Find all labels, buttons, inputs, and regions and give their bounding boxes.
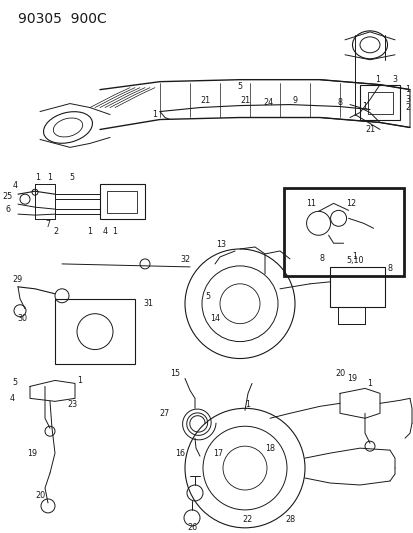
Text: 4: 4: [12, 181, 17, 190]
Text: 5: 5: [237, 82, 242, 91]
Bar: [55, 299, 135, 364]
Text: 2: 2: [53, 227, 58, 236]
Text: 23: 23: [67, 400, 77, 409]
Text: 14: 14: [209, 314, 219, 323]
Text: 4: 4: [102, 227, 107, 236]
Text: 7: 7: [45, 220, 50, 229]
Text: 20: 20: [334, 369, 344, 378]
Text: 19: 19: [346, 374, 356, 383]
Text: 3: 3: [392, 75, 396, 84]
Text: 27: 27: [159, 409, 170, 418]
Text: 13: 13: [216, 240, 225, 249]
Text: 5: 5: [69, 173, 74, 182]
Text: 29: 29: [13, 276, 23, 284]
Text: 8: 8: [387, 264, 392, 273]
Text: 2: 2: [404, 103, 410, 112]
Text: 1: 1: [367, 379, 372, 388]
Text: 3: 3: [404, 95, 410, 104]
Text: 11: 11: [306, 199, 316, 208]
Text: 15: 15: [169, 369, 180, 378]
Text: 28: 28: [284, 515, 294, 524]
Text: 21: 21: [199, 96, 209, 105]
Text: 8: 8: [337, 98, 342, 107]
Text: 32: 32: [180, 255, 190, 264]
Bar: [107, 191, 137, 213]
Text: 9: 9: [292, 96, 297, 105]
Text: 22: 22: [242, 515, 252, 524]
Text: 8: 8: [319, 254, 324, 263]
Text: 20: 20: [35, 491, 45, 500]
Text: 6: 6: [5, 205, 10, 214]
Text: 1: 1: [87, 227, 92, 236]
Bar: [100, 184, 145, 219]
Text: 1: 1: [404, 85, 410, 94]
Text: 5,10: 5,10: [346, 256, 363, 265]
Text: 1: 1: [245, 400, 250, 409]
Text: 1: 1: [77, 376, 82, 385]
Text: 25: 25: [3, 192, 13, 201]
Text: 1: 1: [47, 173, 52, 182]
Text: 1: 1: [152, 110, 157, 119]
Text: 16: 16: [175, 449, 185, 458]
Text: 90305  900C: 90305 900C: [18, 12, 107, 26]
Text: 21: 21: [240, 96, 249, 105]
Text: 1: 1: [362, 102, 367, 111]
Text: 19: 19: [27, 449, 37, 458]
Text: 21: 21: [364, 125, 374, 134]
Text: 1: 1: [36, 173, 40, 182]
Text: 26: 26: [187, 523, 197, 532]
Bar: [329, 267, 384, 306]
Text: 1: 1: [112, 227, 117, 236]
Bar: [367, 92, 392, 114]
Bar: [283, 189, 403, 276]
Text: 1: 1: [375, 75, 380, 84]
Text: 5: 5: [205, 292, 210, 301]
Bar: [359, 85, 399, 119]
Text: 31: 31: [142, 299, 153, 308]
Text: 17: 17: [212, 449, 223, 458]
Text: 30: 30: [17, 314, 27, 323]
Text: 24: 24: [262, 98, 273, 107]
Text: 5: 5: [12, 378, 17, 387]
Text: 18: 18: [264, 443, 274, 453]
Text: 4: 4: [9, 394, 14, 403]
Text: 1: 1: [351, 253, 357, 262]
Text: 12: 12: [346, 199, 356, 208]
